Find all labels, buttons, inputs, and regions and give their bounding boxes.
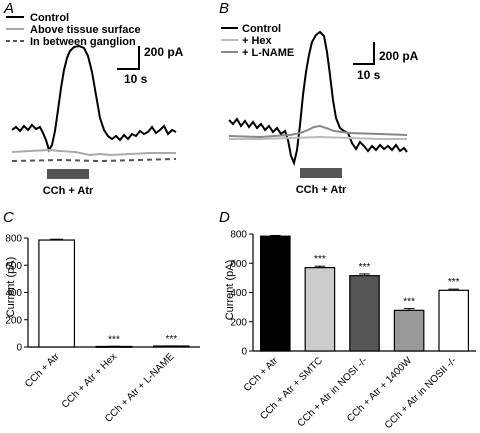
x-tick-label: CCh + Atr + Hex (60, 351, 119, 410)
panel-b-legend: Control + Hex + L-NAME (221, 23, 294, 59)
panel-a-stimulus-label: CCh + Atr (43, 185, 94, 197)
panel-b-stimulus-label: CCh + Atr (296, 184, 347, 196)
panel-b-scale-time: 10 s (357, 68, 381, 82)
y-tick-label: 0 (241, 347, 247, 358)
panel-c-chart: 0 200 400 600 800 CCh + Atr *** CCh + Atr + Hex… (5, 234, 200, 425)
y-tick-label: 600 (230, 259, 247, 270)
panel-b: B Control + Hex + L-NAME 200 pA 10 s CCh… (219, 0, 419, 196)
y-tick-label: 200 (230, 317, 247, 328)
panel-d-letter: D (219, 209, 230, 226)
significance-marker: *** (108, 334, 120, 345)
trace-b-control (228, 30, 408, 167)
significance-marker: *** (359, 262, 371, 273)
legend-b-lname-label: + L-NAME (242, 47, 294, 59)
y-tick-label: 800 (5, 234, 22, 245)
panel-b-scale-bar: 200 pA 10 s (353, 42, 419, 82)
y-tick-label: 0 (16, 343, 22, 354)
significance-marker: *** (165, 334, 177, 345)
panel-d: D Current (pA) 0 200 400 600 800 CCh + Atr ***… (219, 209, 476, 431)
panel-a: A Control Above tissue surface In betwee… (3, 0, 184, 197)
panel-d-ylabel: Current (pA) (224, 260, 236, 321)
panel-b-stimulus-bar (300, 168, 342, 178)
legend-b-hex-label: + Hex (242, 35, 273, 47)
panel-a-legend: Control Above tissue surface In between … (6, 12, 141, 48)
significance-marker: *** (448, 277, 460, 288)
bar (304, 267, 336, 352)
panel-a-scale-bar: 200 pA 10 s (117, 45, 184, 86)
legend-b-control-label: Control (242, 23, 281, 35)
trace-a-between-ganglion (11, 158, 177, 163)
bar (393, 309, 425, 352)
y-tick-label: 400 (5, 288, 22, 299)
panel-c-ylabel: Current (pA) (5, 257, 17, 318)
trace-b-lname (228, 124, 408, 139)
panel-c-letter: C (3, 209, 14, 226)
panel-a-letter: A (3, 0, 14, 17)
panel-b-scale-current: 200 pA (379, 49, 419, 63)
panel-c: C Current (pA) 0 200 400 600 800 CCh + Atr ***… (3, 209, 200, 425)
y-tick-label: 600 (5, 261, 22, 272)
trace-b-hex (229, 135, 407, 140)
trace-a-control (11, 44, 177, 153)
significance-marker: *** (314, 254, 326, 265)
legend-a-between-label: In between ganglion (30, 36, 136, 48)
panel-a-stimulus-bar (47, 169, 89, 179)
bar (438, 289, 470, 352)
x-tick-label: CCh + Atr (23, 351, 62, 390)
panel-b-letter: B (219, 0, 229, 17)
trace-a-above-surface (11, 148, 176, 157)
y-tick-label: 400 (230, 288, 247, 299)
y-tick-label: 200 (5, 315, 22, 326)
significance-marker: *** (403, 297, 415, 308)
panel-a-scale-time: 10 s (124, 72, 148, 86)
panel-a-scale-current: 200 pA (144, 45, 184, 59)
y-tick-label: 800 (230, 230, 247, 241)
bar (38, 239, 76, 348)
bar (259, 235, 291, 352)
bar (349, 275, 380, 352)
legend-a-above-label: Above tissue surface (30, 24, 141, 36)
x-tick-label: CCh + Atr (242, 355, 281, 394)
legend-a-control-label: Control (30, 12, 69, 24)
